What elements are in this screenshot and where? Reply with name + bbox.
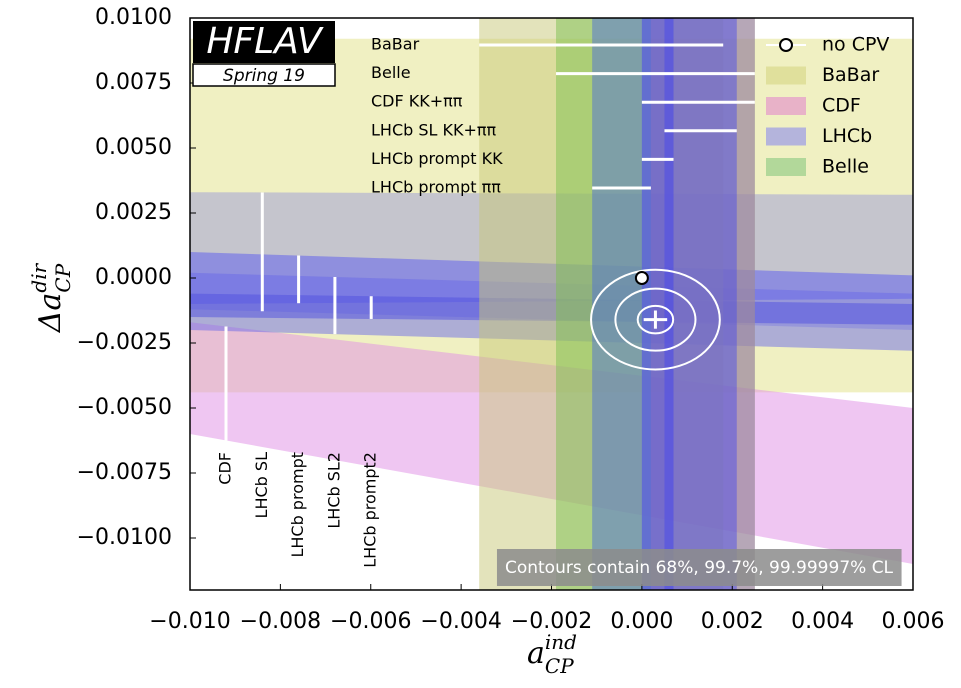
- axis-label-base: Δa: [33, 293, 68, 334]
- no-cpv-point: [634, 271, 649, 285]
- edition: Spring 19: [223, 66, 305, 86]
- y-tick-label: −0.0100: [77, 525, 172, 550]
- axis-label-sup: ind: [545, 630, 577, 654]
- plot-frame: [189, 17, 914, 591]
- overlay: CDF LHCb SL LHCb prompt LHCb SL2 LHCb prompt…: [27, 5, 945, 678]
- legend-label: no CPV: [822, 34, 889, 56]
- contour: [636, 304, 675, 335]
- y-tick-label: 0.0025: [95, 200, 172, 225]
- axis-label-sub: CP: [545, 654, 574, 678]
- x-tick-label: 0.000: [610, 609, 673, 634]
- x-tick-label: −0.010: [149, 609, 230, 634]
- edition-box: [192, 63, 336, 87]
- y-measurement-label: LHCb SL: [252, 452, 271, 519]
- x-measurement-label: LHCb prompt KK: [371, 149, 503, 168]
- y-tick-label: 0.0050: [95, 135, 172, 160]
- y-measurement-label: LHCb SL2: [324, 452, 343, 529]
- x-tick-label: −0.006: [330, 609, 411, 634]
- logo: HFLAV: [206, 21, 324, 62]
- x-measurement-label: CDF KK+ππ: [371, 92, 463, 111]
- legend-swatch: [766, 127, 806, 146]
- y-measurement-label: LHCb prompt: [288, 452, 307, 558]
- legend-swatch: [766, 97, 806, 115]
- x-measurement-label: Belle: [371, 63, 411, 82]
- x-measurement-label: BaBar: [371, 35, 420, 54]
- logo-box: [193, 21, 335, 63]
- y-measurement-label: LHCb prompt2: [361, 452, 380, 568]
- legend-label: LHCb: [822, 125, 872, 147]
- y-label: ΔadirCP: [27, 262, 75, 333]
- legend-marker: [779, 38, 793, 52]
- annotation-box: [496, 549, 902, 586]
- x-measurement-label: LHCb prompt ππ: [371, 178, 501, 197]
- x-measurement-label: LHCb SL KK+ππ: [371, 120, 497, 139]
- legend-swatch: [766, 66, 806, 85]
- x-tick-label: −0.008: [240, 609, 321, 634]
- axis-label-sub: CP: [51, 263, 75, 292]
- axis-label-base: a: [527, 636, 545, 671]
- y-tick-label: 0.0100: [95, 5, 172, 30]
- legend-label: Belle: [822, 156, 869, 178]
- axis-label-sup: dir: [27, 262, 51, 292]
- x-band: [664, 18, 737, 590]
- y-tick-label: −0.0075: [77, 460, 172, 485]
- x-tick-label: 0.006: [882, 609, 945, 634]
- contour: [590, 268, 721, 371]
- legend-label: CDF: [822, 95, 861, 117]
- y-tick-label: −0.0025: [77, 330, 172, 355]
- y-measurement-label: CDF: [216, 452, 235, 485]
- x-tick-label: −0.004: [420, 609, 501, 634]
- legend-swatch: [766, 158, 806, 176]
- y-tick-label: −0.0050: [77, 395, 172, 420]
- y-tick-label: 0.0075: [95, 70, 172, 95]
- legend-label: BaBar: [822, 64, 879, 86]
- annotation: Contours contain 68%, 99.7%, 99.99997% C…: [505, 558, 894, 578]
- x-tick-label: −0.002: [511, 609, 592, 634]
- y-tick-label: 0.0000: [95, 265, 172, 290]
- x-label: aind CP: [527, 630, 577, 678]
- x-tick-label: 0.002: [701, 609, 764, 634]
- x-tick-label: 0.004: [791, 609, 854, 634]
- contour: [614, 287, 697, 352]
